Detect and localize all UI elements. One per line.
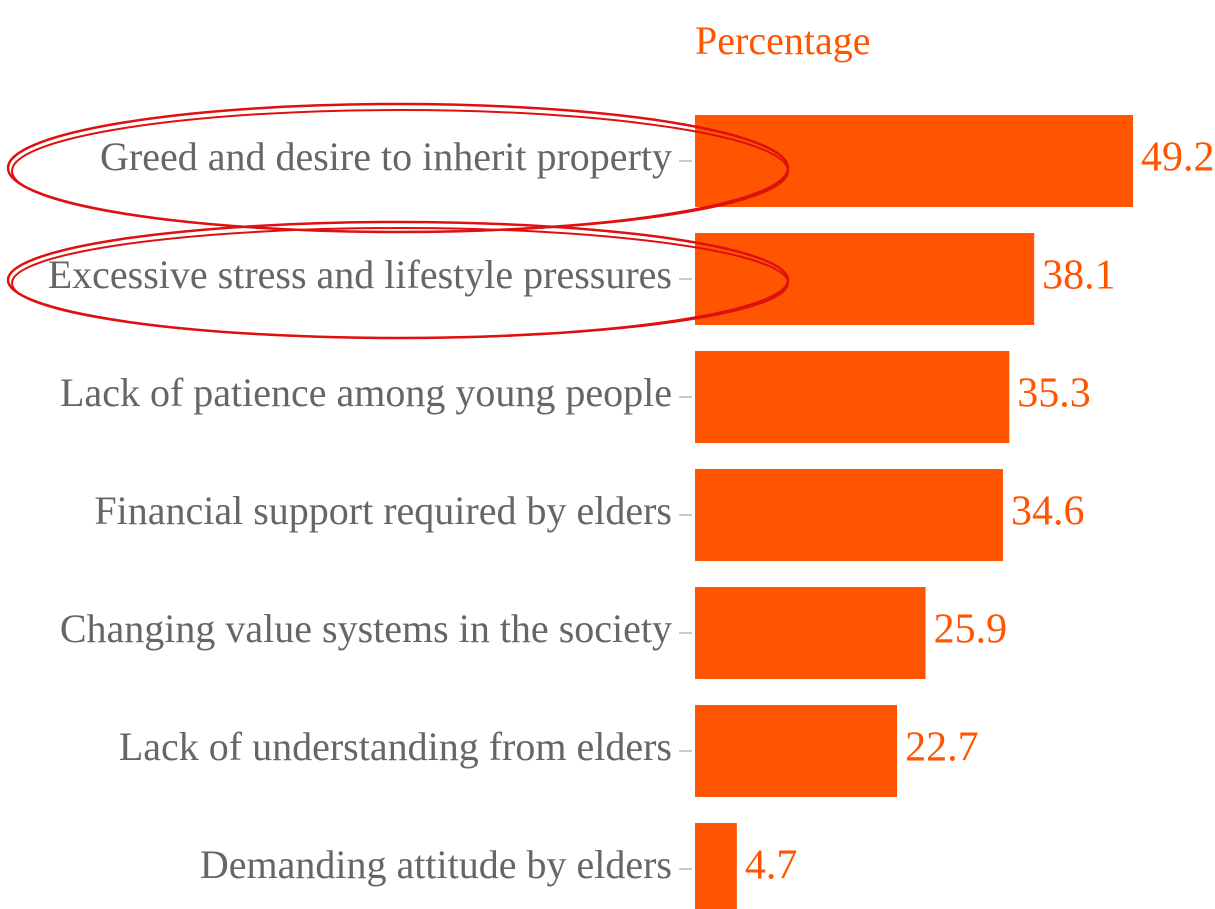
value-label: 4.7 — [745, 843, 798, 889]
annotation-circle — [11, 227, 789, 339]
value-label: 38.1 — [1042, 253, 1116, 299]
bar — [695, 469, 1004, 561]
category-label: Financial support required by elders — [94, 488, 672, 533]
value-label: 35.3 — [1017, 371, 1091, 417]
value-label: 25.9 — [934, 607, 1008, 653]
chart-title: Percentage — [695, 18, 870, 63]
category-label: Excessive stress and lifestyle pressures — [48, 252, 672, 297]
bar — [695, 351, 1010, 443]
category-label: Lack of understanding from elders — [119, 724, 672, 769]
category-label: Demanding attitude by elders — [200, 842, 672, 887]
bar — [695, 705, 898, 797]
value-label: 49.2 — [1141, 135, 1215, 181]
annotation-circle — [11, 109, 789, 233]
bar — [695, 587, 926, 679]
category-label: Lack of patience among young people — [60, 370, 672, 415]
bar — [695, 233, 1035, 325]
value-label: 22.7 — [905, 725, 979, 771]
bar — [695, 823, 737, 909]
category-label: Changing value systems in the society — [60, 606, 672, 651]
bar — [695, 115, 1133, 207]
value-label: 34.6 — [1011, 489, 1085, 535]
category-label: Greed and desire to inherit property — [100, 134, 672, 179]
